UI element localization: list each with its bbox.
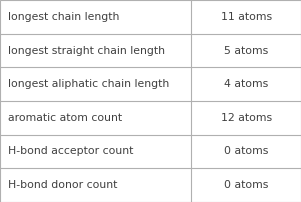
Text: 0 atoms: 0 atoms (224, 146, 268, 157)
Text: 12 atoms: 12 atoms (221, 113, 272, 123)
Text: 5 atoms: 5 atoms (224, 45, 268, 56)
Text: H-bond donor count: H-bond donor count (8, 180, 117, 190)
Text: 4 atoms: 4 atoms (224, 79, 268, 89)
Text: aromatic atom count: aromatic atom count (8, 113, 122, 123)
Text: 0 atoms: 0 atoms (224, 180, 268, 190)
Text: longest chain length: longest chain length (8, 12, 119, 22)
Text: longest aliphatic chain length: longest aliphatic chain length (8, 79, 169, 89)
Text: 11 atoms: 11 atoms (221, 12, 272, 22)
Text: H-bond acceptor count: H-bond acceptor count (8, 146, 133, 157)
Text: longest straight chain length: longest straight chain length (8, 45, 165, 56)
